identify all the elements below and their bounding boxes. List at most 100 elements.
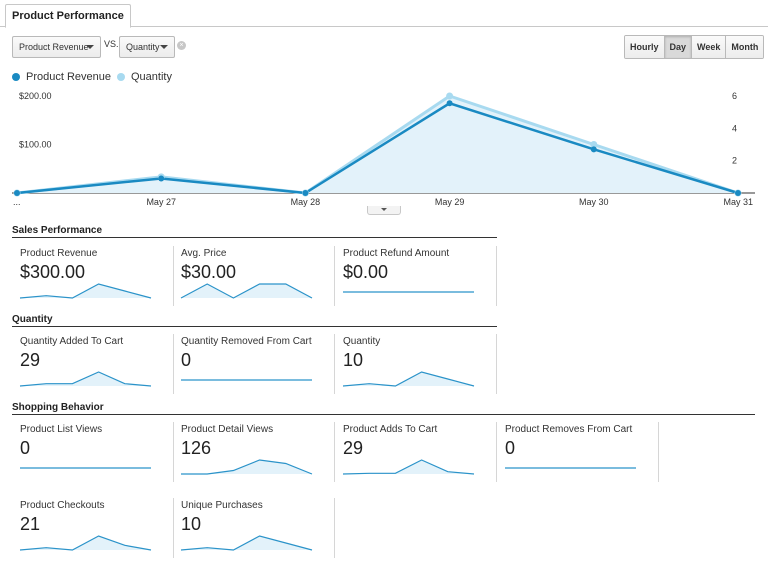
line-chart: $100.00 $200.00 2 4 6... May 27 May 28 May 29 Ma…	[12, 91, 755, 207]
sparkline-line	[342, 371, 475, 387]
metric-label: Avg. Price	[181, 248, 227, 259]
metric-tile[interactable]: Unique Purchases 10	[173, 498, 335, 558]
metric-value: 0	[505, 438, 516, 458]
metric-tile[interactable]: Product Detail Views 126	[173, 422, 335, 482]
metric-tile[interactable]: Quantity 10	[335, 334, 497, 394]
data-point-revenue[interactable]	[446, 100, 453, 107]
vs-label: VS.	[104, 39, 119, 49]
sparkline-line	[342, 459, 475, 475]
metric-tile[interactable]: Quantity Added To Cart 29	[12, 334, 174, 394]
sparkline	[181, 379, 312, 381]
sparkline-line	[19, 535, 152, 551]
sparkline-line	[19, 283, 152, 299]
metric-value: 126	[181, 438, 212, 458]
primary-metric-select[interactable]: Product Revenue	[12, 36, 101, 58]
metric-value: 29	[343, 438, 364, 458]
sparkline	[342, 371, 475, 387]
y-tick-label-left: $100.00	[19, 140, 52, 150]
metric-label: Product Detail Views	[181, 424, 274, 435]
data-point-quantity[interactable]	[590, 141, 598, 148]
sparkline	[19, 283, 152, 299]
y-tick-label-right: 4	[732, 123, 737, 133]
secondary-metric-select[interactable]: Quantity	[119, 36, 175, 58]
y-tick-label-right: 2	[732, 156, 737, 166]
sparkline-line	[181, 459, 313, 475]
metric-tile[interactable]: Product Removes From Cart 0	[497, 422, 659, 482]
data-point-revenue[interactable]	[14, 190, 20, 196]
metric-label: Product Removes From Cart	[505, 424, 633, 435]
y-tick-label-left: $200.00	[19, 91, 52, 101]
primary-metric-label: Product Revenue	[19, 42, 89, 52]
data-point-revenue[interactable]	[590, 146, 597, 153]
metric-label: Product Revenue	[20, 248, 98, 259]
section-title-shopping-behavior: Shopping Behavior	[12, 402, 104, 413]
metric-value: 29	[20, 350, 41, 370]
metric-tile[interactable]: Product Revenue $300.00	[12, 246, 174, 306]
metric-value: 0	[181, 350, 192, 370]
metric-label: Product Refund Amount	[343, 248, 450, 259]
metric-value: 0	[20, 438, 31, 458]
sparkline	[505, 467, 636, 469]
sparkline-line	[180, 283, 313, 299]
day-button[interactable]: Day	[663, 36, 692, 58]
metric-label: Quantity Added To Cart	[20, 336, 124, 347]
secondary-metric-label: Quantity	[126, 42, 160, 52]
x-tick-label: ...	[13, 197, 21, 207]
data-point-revenue[interactable]	[735, 190, 741, 196]
metric-tile[interactable]: Avg. Price $30.00	[173, 246, 335, 306]
legend-item-revenue[interactable]: Product Revenue	[12, 71, 111, 83]
metric-tile[interactable]: Product List Views 0	[12, 422, 174, 482]
sparkline-area	[20, 372, 151, 386]
legend-item-quantity[interactable]: Quantity	[117, 71, 172, 83]
metric-value: $300.00	[20, 262, 86, 282]
legend-label: Product Revenue	[26, 71, 111, 83]
legend-label: Quantity	[131, 71, 172, 83]
x-tick-label: May 29	[435, 197, 465, 207]
data-point-quantity[interactable]	[446, 92, 454, 100]
tab-strip: Product Performance	[0, 0, 768, 28]
data-point-revenue[interactable]	[158, 175, 165, 182]
section-divider	[12, 237, 497, 238]
sparkline	[181, 459, 313, 475]
metric-label: Product Adds To Cart	[343, 424, 438, 435]
sparkline	[19, 535, 152, 551]
sparkline-line	[19, 371, 152, 387]
metric-value: $0.00	[343, 262, 389, 282]
collapse-chart-toggle[interactable]	[367, 206, 401, 215]
x-tick-label: May 27	[146, 197, 176, 207]
metric-value: 10	[181, 514, 202, 534]
tab-product-performance[interactable]: Product Performance	[5, 4, 131, 28]
x-tick-label: May 30	[579, 197, 609, 207]
section-divider	[12, 414, 755, 415]
section-title-sales-performance: Sales Performance	[12, 225, 103, 236]
x-tick-label: May 31	[723, 197, 753, 207]
metric-label: Unique Purchases	[181, 500, 263, 511]
metric-tile[interactable]: Product Checkouts 21	[12, 498, 174, 558]
metric-label: Product Checkouts	[20, 500, 105, 511]
sparkline	[343, 291, 474, 293]
data-point-revenue[interactable]	[302, 190, 309, 196]
metric-tile[interactable]: Product Adds To Cart 29	[335, 422, 497, 482]
legend-dot	[12, 73, 20, 81]
sparkline	[180, 283, 313, 299]
series-line-revenue	[16, 101, 739, 195]
metric-label: Quantity Removed From Cart	[181, 336, 312, 347]
y-tick-label-right: 6	[732, 91, 737, 101]
hourly-button[interactable]: Hourly	[625, 36, 664, 58]
time-granularity-group: Hourly Day Week Month	[624, 35, 765, 59]
x-tick-label: May 28	[291, 197, 321, 207]
metric-tile[interactable]: Quantity Removed From Cart 0	[173, 334, 335, 394]
sparkline	[20, 467, 151, 469]
month-button[interactable]: Month	[725, 36, 764, 58]
metric-label: Product List Views	[20, 424, 103, 435]
sparkline	[342, 459, 475, 475]
metric-value: 21	[20, 514, 41, 534]
chevron-down-icon	[381, 208, 387, 211]
series-line-quantity	[16, 94, 739, 195]
clear-x-icon[interactable]: ×	[177, 41, 186, 50]
week-button[interactable]: Week	[691, 36, 726, 58]
sparkline-line	[180, 535, 313, 551]
metric-tile[interactable]: Product Refund Amount $0.00	[335, 246, 497, 306]
metric-value: $30.00	[181, 262, 237, 282]
sparkline	[19, 371, 152, 387]
